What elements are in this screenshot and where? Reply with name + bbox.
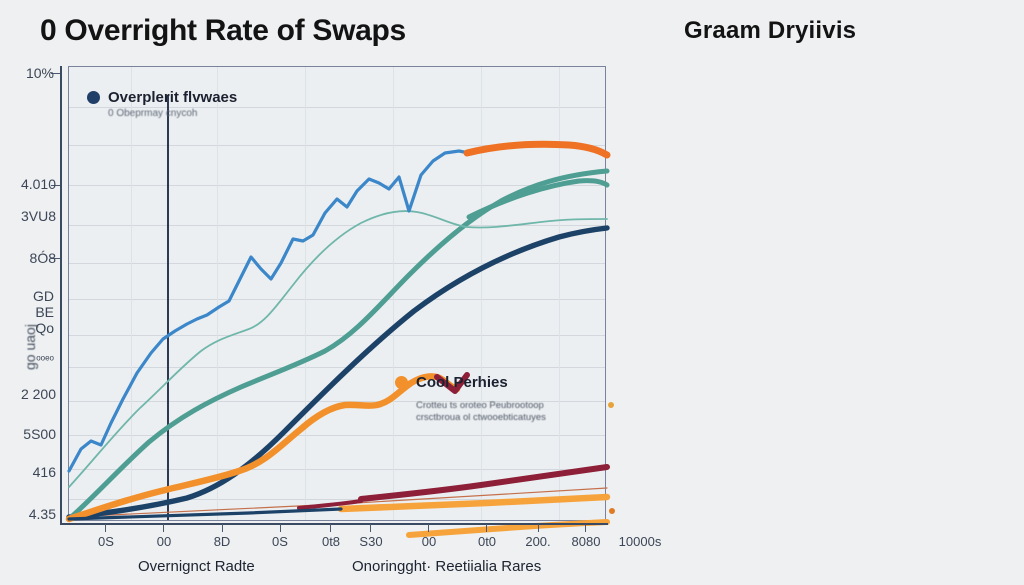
y-tick-label: 8Ó8: [29, 250, 56, 266]
x-tick: [370, 524, 372, 532]
y-tick-label: Qo: [35, 320, 54, 336]
annotation-line-1: Crotteu ts oroteo Peubrootoop: [416, 400, 544, 411]
series-navy-thick: [66, 225, 610, 520]
gridline: [69, 225, 605, 226]
gridline: [69, 469, 605, 470]
annotation-title: Cool Perhies: [416, 374, 508, 391]
annotation-dot-icon: [395, 376, 408, 389]
x-tick: [330, 524, 332, 532]
series-teal-top-tail: [466, 178, 610, 220]
series-canvas-left: [65, 140, 611, 538]
legend-left[interactable]: Overplerit flvwaes 0 Obeprmay cnycoh: [87, 89, 237, 121]
series-crimson-long: [358, 464, 610, 502]
x-axis-title-secondary: Onoringght· Reetiialia Rares: [352, 558, 542, 575]
x-tick: [585, 524, 587, 532]
x-tick-label: 0t0: [477, 534, 497, 549]
x-tick-label: 0S: [98, 534, 114, 549]
scatter-marker: [608, 402, 614, 408]
x-tick: [538, 524, 540, 532]
y-axis-title-left: go uaoj: [22, 324, 38, 370]
x-tick: [163, 524, 165, 532]
page-title-right: Graam Dryiivis: [684, 17, 857, 44]
series-crimson-bottom: [297, 499, 363, 510]
x-tick: [280, 524, 282, 532]
y-tick-label: ooeo: [36, 353, 54, 363]
annotation-line-2: crsctbroua ol ctwooebticatuyes: [416, 412, 546, 424]
series-crimson-thick: [434, 372, 470, 394]
annotation-cool-perhies[interactable]: Cool Perhies Crotteu ts oroteo Peubrooto…: [395, 374, 546, 425]
x-tick: [486, 524, 488, 532]
x-tick-label: 200.: [525, 534, 551, 549]
gridline: [69, 435, 605, 436]
y-tick-label: 5S00: [23, 426, 56, 442]
y-tick: [51, 258, 60, 260]
gridline: [69, 499, 605, 500]
gridline: [69, 367, 605, 368]
x-tick: [222, 524, 224, 532]
legend-dot-icon: [87, 91, 100, 104]
vgridline: [559, 67, 560, 520]
y-axis-left: [60, 66, 62, 524]
x-tick: [105, 524, 107, 532]
x-tick-label: S30: [359, 534, 383, 549]
x-tick: [428, 524, 430, 532]
scatter-marker: [609, 508, 615, 514]
annotation-header-row: Cool Perhies: [395, 374, 546, 391]
series-navy-bottom: [67, 507, 343, 521]
vgridline: [131, 67, 132, 520]
y-tick-label: 10%: [25, 65, 54, 81]
vgridline: [481, 67, 482, 520]
x-axis-left: [60, 523, 608, 525]
chart-panel-left: 0 Overright Rate of Swaps: [20, 14, 661, 575]
gridline: [69, 185, 605, 186]
legend-row: Overplerit flvwaes: [87, 89, 237, 106]
y-tick-label: 4.010: [20, 176, 56, 192]
y-tick-label: 4.35: [28, 506, 56, 522]
x-tick-label: 10000s: [618, 534, 662, 549]
x-tick-label: 0S: [272, 534, 288, 549]
y-tick-label: 2 200: [20, 386, 56, 402]
reference-line: [167, 95, 169, 520]
gridline: [69, 263, 605, 264]
series-orange-thick: [65, 373, 461, 523]
series-blue-volatile: [67, 149, 471, 473]
x-tick-label: 00: [421, 534, 437, 549]
vgridline: [217, 67, 218, 520]
series-orange-flat-low: [337, 493, 611, 513]
y-tick-label: 3VU8: [20, 208, 56, 224]
x-axis-title-primary: Overnignct Radte: [138, 558, 255, 575]
x-tick-label: 00: [156, 534, 172, 549]
y-tick: [51, 185, 60, 187]
y-tick-label: GD: [33, 288, 54, 304]
x-tick-label: 8080: [571, 534, 601, 549]
legend-title: Overplerit flvwaes: [108, 89, 238, 106]
series-teal-thin: [68, 210, 608, 488]
gridline: [69, 145, 605, 146]
gridline: [69, 107, 605, 108]
x-tick-label: 8D: [213, 534, 231, 549]
x-tick-label: 0t8: [321, 534, 341, 549]
plot-area-left: Overplerit flvwaes 0 Obeprmay cnycoh Coo…: [65, 66, 611, 538]
chart-panel-right: Graam Dryiivis: [636, 0, 1024, 585]
gridline: [69, 299, 605, 300]
y-tick: [51, 73, 60, 75]
y-tick-label: 416: [32, 464, 56, 480]
vgridline: [305, 67, 306, 520]
y-tick-label: BE: [35, 304, 54, 320]
gridline: [69, 401, 605, 402]
gridline: [69, 335, 605, 336]
page-title: 0 Overright Rate of Swaps: [40, 14, 406, 47]
legend-subtitle: 0 Obeprmay cnycoh: [108, 108, 198, 119]
series-orange-top-cap: [463, 140, 611, 159]
